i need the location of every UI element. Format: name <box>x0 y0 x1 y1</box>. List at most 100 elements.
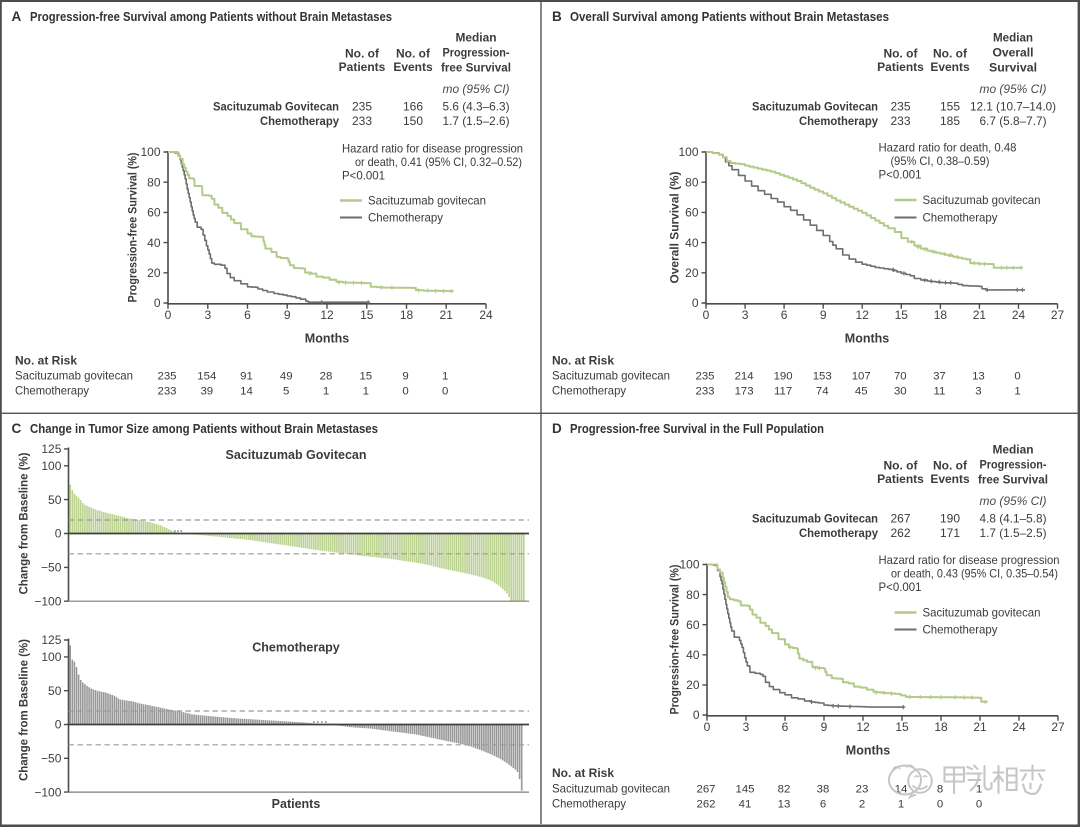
svg-text:0: 0 <box>693 708 700 722</box>
svg-text:41: 41 <box>739 798 752 810</box>
svg-text:5.6 (4.3–6.3): 5.6 (4.3–6.3) <box>443 100 510 114</box>
svg-text:Progression-free Survival amon: Progression-free Survival among Patients… <box>30 10 392 24</box>
svg-text:3: 3 <box>742 308 749 322</box>
svg-text:18: 18 <box>400 308 414 322</box>
svg-text:60: 60 <box>685 206 699 220</box>
svg-text:Chemotherapy: Chemotherapy <box>799 114 878 128</box>
svg-text:Events: Events <box>930 472 970 486</box>
svg-text:Chemotherapy: Chemotherapy <box>552 797 626 810</box>
svg-text:4.8 (4.1–5.8): 4.8 (4.1–5.8) <box>980 512 1047 526</box>
svg-text:74: 74 <box>816 386 829 398</box>
svg-text:Months: Months <box>305 331 349 345</box>
svg-text:38: 38 <box>817 783 830 795</box>
svg-text:0: 0 <box>402 386 408 398</box>
svg-text:Sacituzumab govitecan: Sacituzumab govitecan <box>552 370 670 383</box>
svg-text:Months: Months <box>846 743 890 757</box>
svg-text:1: 1 <box>1014 386 1020 398</box>
svg-text:Survival: Survival <box>989 61 1037 75</box>
svg-text:0: 0 <box>703 308 710 322</box>
svg-text:82: 82 <box>778 783 791 795</box>
svg-text:Sacituzumab Govitecan: Sacituzumab Govitecan <box>213 100 339 114</box>
svg-text:6.7 (5.8–7.7): 6.7 (5.8–7.7) <box>980 114 1047 128</box>
svg-text:233: 233 <box>157 386 176 398</box>
svg-text:Events: Events <box>393 60 433 74</box>
svg-text:125: 125 <box>41 633 61 647</box>
svg-text:Sacituzumab Govitecan: Sacituzumab Govitecan <box>752 100 878 114</box>
svg-text:14: 14 <box>240 386 253 398</box>
svg-text:39: 39 <box>200 386 213 398</box>
svg-text:Overall: Overall <box>993 46 1034 60</box>
svg-text:Hazard ratio for death, 0.48: Hazard ratio for death, 0.48 <box>879 142 1017 155</box>
svg-text:6: 6 <box>244 308 251 322</box>
svg-text:18: 18 <box>934 308 948 322</box>
svg-text:3: 3 <box>975 386 981 398</box>
svg-text:49: 49 <box>280 371 293 383</box>
svg-text:100: 100 <box>140 145 160 159</box>
svg-text:Change from Baseline (%): Change from Baseline (%) <box>17 639 31 781</box>
svg-text:Overall Survival among Patient: Overall Survival among Patients without … <box>570 10 889 24</box>
svg-text:70: 70 <box>894 371 907 383</box>
svg-text:1.7 (1.5–2.6): 1.7 (1.5–2.6) <box>443 114 510 128</box>
svg-text:12: 12 <box>856 308 870 322</box>
svg-text:235: 235 <box>157 371 176 383</box>
svg-text:100: 100 <box>41 650 61 664</box>
svg-text:0: 0 <box>1014 371 1020 383</box>
svg-text:235: 235 <box>695 371 714 383</box>
svg-text:100: 100 <box>678 145 698 159</box>
svg-text:−50: −50 <box>41 752 62 766</box>
svg-text:Progression-free Survival (%): Progression-free Survival (%) <box>126 153 140 303</box>
svg-text:80: 80 <box>147 175 161 189</box>
svg-text:20: 20 <box>686 678 700 692</box>
svg-text:21: 21 <box>440 308 454 322</box>
svg-text:No. at Risk: No. at Risk <box>15 354 77 368</box>
svg-text:267: 267 <box>696 783 715 795</box>
svg-text:−50: −50 <box>41 561 62 575</box>
svg-text:233: 233 <box>352 114 372 128</box>
svg-text:or death, 0.41 (95% CI, 0.32–0: or death, 0.41 (95% CI, 0.32–0.52) <box>355 156 522 169</box>
svg-text:60: 60 <box>686 618 700 632</box>
svg-text:Progression-free Survival in t: Progression-free Survival in the Full Po… <box>570 422 824 436</box>
svg-text:3: 3 <box>743 720 750 734</box>
svg-text:0: 0 <box>442 386 448 398</box>
svg-text:Overall Survival (%): Overall Survival (%) <box>668 172 682 284</box>
svg-text:0: 0 <box>154 296 161 310</box>
svg-text:21: 21 <box>973 308 987 322</box>
svg-text:150: 150 <box>403 114 423 128</box>
svg-text:235: 235 <box>890 100 910 114</box>
svg-text:60: 60 <box>147 206 161 220</box>
svg-text:1: 1 <box>898 798 904 810</box>
svg-text:Sacituzumab Govitecan: Sacituzumab Govitecan <box>225 448 366 462</box>
svg-text:0: 0 <box>55 527 62 541</box>
svg-text:27: 27 <box>1051 308 1065 322</box>
svg-text:153: 153 <box>813 371 832 383</box>
svg-text:Change from Baseline (%): Change from Baseline (%) <box>17 453 31 595</box>
svg-text:D: D <box>552 421 562 436</box>
svg-text:24: 24 <box>479 308 493 322</box>
svg-text:50: 50 <box>48 493 62 507</box>
svg-text:0: 0 <box>937 798 943 810</box>
svg-text:24: 24 <box>1012 308 1026 322</box>
svg-text:15: 15 <box>360 308 374 322</box>
svg-text:Chemotherapy: Chemotherapy <box>552 385 626 398</box>
svg-text:A: A <box>12 9 22 24</box>
svg-text:0: 0 <box>55 718 62 732</box>
svg-text:267: 267 <box>890 512 910 526</box>
svg-text:0: 0 <box>692 296 699 310</box>
svg-text:Change in Tumor Size among Pat: Change in Tumor Size among Patients with… <box>30 422 378 436</box>
svg-text:No. at Risk: No. at Risk <box>552 766 614 780</box>
svg-text:20: 20 <box>685 266 699 280</box>
svg-text:Chemotherapy: Chemotherapy <box>15 385 89 398</box>
svg-text:Months: Months <box>845 331 889 345</box>
svg-text:50: 50 <box>48 684 62 698</box>
svg-text:No. of: No. of <box>933 47 968 61</box>
svg-text:Patients: Patients <box>272 797 321 811</box>
svg-text:9: 9 <box>402 371 408 383</box>
svg-text:18: 18 <box>934 720 948 734</box>
svg-text:15: 15 <box>895 720 909 734</box>
svg-text:Median: Median <box>456 30 497 44</box>
svg-text:Patients: Patients <box>877 60 924 74</box>
svg-text:155: 155 <box>940 100 960 114</box>
svg-text:91: 91 <box>240 371 253 383</box>
svg-text:or death, 0.43 (95% CI, 0.35–0: or death, 0.43 (95% CI, 0.35–0.54) <box>891 568 1058 581</box>
svg-text:1.7 (1.5–2.5): 1.7 (1.5–2.5) <box>980 526 1047 540</box>
